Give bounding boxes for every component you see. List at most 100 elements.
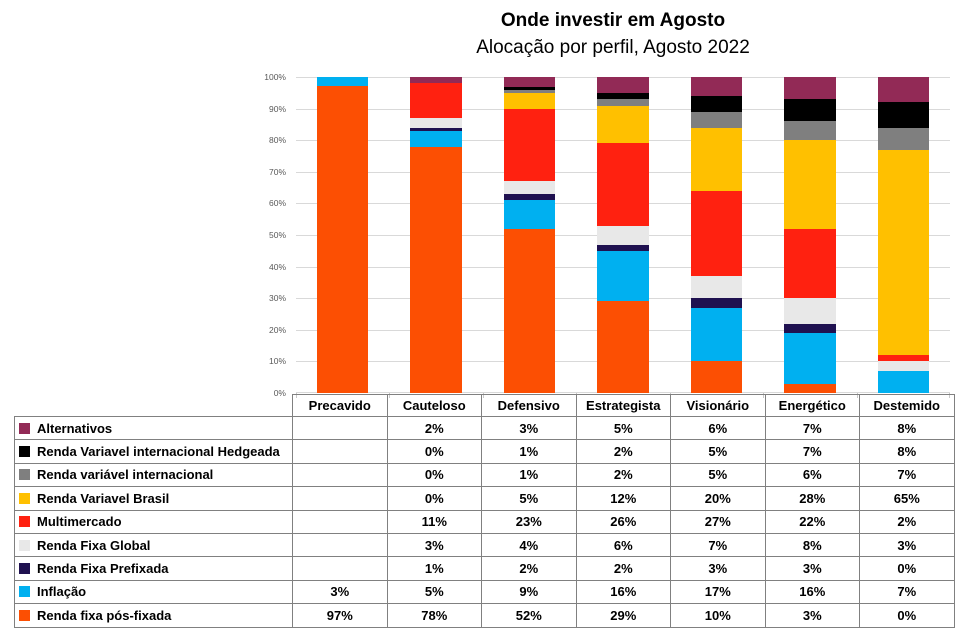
table-cell: 3% (859, 532, 955, 558)
y-axis-tick-label: 80% (268, 135, 286, 146)
column-header-precavido: Precavido (292, 394, 388, 417)
table-cell: 0% (386, 462, 482, 488)
table-cell: 0% (859, 603, 955, 628)
legend-swatch-icon (19, 563, 30, 575)
column-header-visionário: Visionário (670, 394, 766, 417)
table-cell: 26% (575, 509, 671, 534)
table-cell: 3% (386, 532, 482, 558)
bar-segment (784, 298, 836, 324)
table-cell: 2% (575, 462, 671, 488)
row-label: Multimercado (37, 514, 122, 530)
table-cell: 27% (670, 509, 766, 534)
row-label-cell: Renda Fixa Global (14, 532, 293, 558)
bar-segment (784, 383, 836, 393)
table-cell: 5% (386, 579, 482, 605)
bar-segment (690, 190, 743, 277)
bar-segment (410, 130, 462, 147)
bar-stack (784, 77, 836, 393)
bar-segment (690, 77, 743, 97)
table-cell: 23% (481, 509, 577, 534)
legend-swatch-icon (19, 516, 30, 528)
bar-segment (690, 307, 743, 362)
row-label-cell: Renda Variavel internacional Hedgeada (14, 439, 293, 464)
bar-segment (690, 361, 743, 393)
legend-swatch-icon (19, 539, 30, 551)
table-cell (292, 556, 388, 581)
table-row: Renda Variavel Brasil 0% 5% 12% 20% 28% 65% (14, 486, 955, 511)
table-cell: 7% (764, 415, 860, 441)
y-axis-tick-label: 70% (268, 166, 286, 177)
table-cell: 11% (386, 509, 482, 534)
y-axis-tick-label: 20% (268, 324, 286, 335)
bar-stack (877, 77, 929, 393)
bar-column-visionário (670, 77, 763, 393)
legend-swatch-icon (19, 446, 30, 458)
row-label-cell: Multimercado (14, 509, 293, 534)
table-cell: 7% (859, 462, 955, 488)
table-cell: 97% (292, 603, 388, 628)
table-cell: 2% (386, 415, 482, 441)
legend-swatch-icon (19, 609, 30, 621)
row-label: Renda variável internacional (37, 467, 214, 483)
bar-segment (503, 86, 556, 90)
bar-segment (597, 225, 649, 245)
table-cell: 0% (386, 439, 482, 464)
bar-segment (503, 181, 556, 194)
table-cell: 10% (670, 603, 766, 628)
row-label-cell: Renda variável internacional (14, 462, 293, 488)
bar-column-defensivo (483, 77, 576, 393)
y-axis-tick-label: 0% (273, 388, 286, 398)
bar-segment (784, 121, 836, 141)
column-header-destemido: Destemido (859, 394, 955, 417)
y-axis-tick-label: 50% (268, 230, 286, 240)
bar-segment (784, 77, 836, 100)
bar-segment (503, 228, 556, 393)
table-cell: 2% (481, 556, 577, 581)
table-cell: 20% (670, 486, 766, 511)
bar-segment (410, 118, 462, 128)
table-cell (292, 462, 388, 488)
legend-swatch-icon (19, 469, 30, 481)
bar-segment (410, 83, 462, 119)
bar-segment (877, 77, 929, 103)
bar-stack (503, 77, 556, 393)
bar-segment (877, 149, 929, 356)
row-label-cell: Alternativos (14, 415, 293, 441)
bar-segment (784, 140, 836, 229)
bar-segment (597, 250, 649, 302)
table-cell: 0% (859, 556, 955, 581)
bar-segment (690, 276, 743, 299)
row-label: Renda Variavel Brasil (37, 490, 170, 506)
title-block: Onde investir em Agosto Alocação por per… (270, 8, 956, 61)
table-cell: 4% (481, 532, 577, 558)
bar-column-estrategista (576, 77, 669, 393)
y-axis-tick-label: 40% (268, 261, 286, 272)
bar-segment (597, 143, 649, 226)
table-cell: 65% (859, 486, 955, 511)
table-row: Renda variável internacional 0% 1% 2% 5% 6% 7% (14, 462, 955, 488)
row-label-cell: Renda Variavel Brasil (14, 486, 293, 511)
bar-segment (784, 228, 836, 299)
table-cell: 3% (481, 415, 577, 441)
row-label-cell: Inflação (14, 579, 293, 605)
bar-segment (784, 332, 836, 384)
bar-segment (690, 111, 743, 128)
table-cell: 12% (575, 486, 671, 511)
column-header-estrategista: Estrategista (575, 394, 671, 417)
bar-segment (784, 323, 836, 333)
table-cell: 22% (764, 509, 860, 534)
table-cell (292, 439, 388, 464)
row-label-cell: Renda fixa pós-fixada (14, 603, 293, 628)
table-cell (292, 532, 388, 558)
bar-segment (877, 102, 929, 128)
table-cell: 5% (481, 486, 577, 511)
table-cell: 29% (575, 603, 671, 628)
y-axis-tick-label: 30% (268, 293, 286, 304)
allocation-table: Precavido Cauteloso Defensivo Estrategista V… (14, 394, 955, 628)
table-row: Renda Fixa Prefixada 1% 2% 2% 3% 3% 0% (14, 556, 955, 581)
plot-area (296, 77, 950, 398)
bar-segment (503, 200, 556, 229)
legend-swatch-icon (19, 492, 30, 504)
table-cell: 2% (859, 509, 955, 534)
